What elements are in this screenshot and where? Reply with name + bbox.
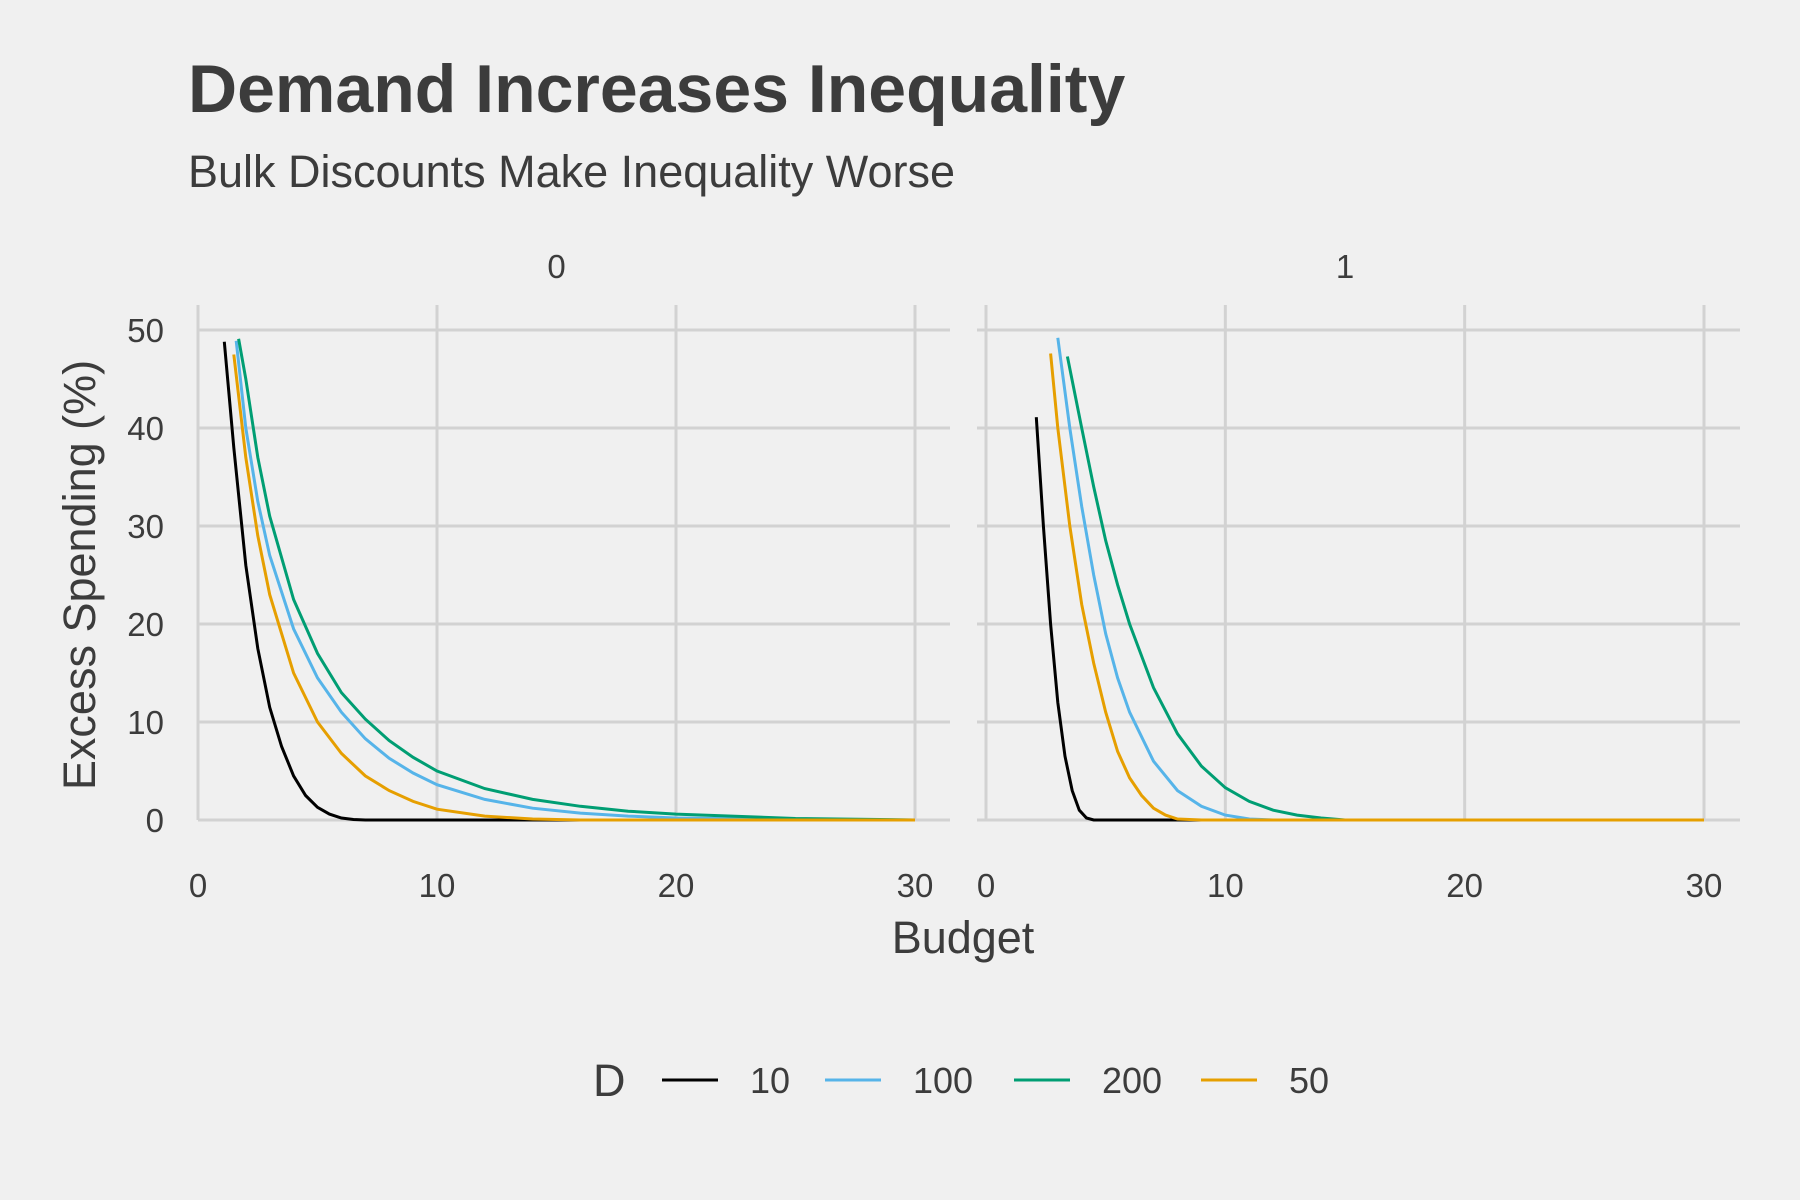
y-tick-label: 10: [127, 704, 164, 741]
legend: D 10 100 200 50: [593, 1055, 1329, 1106]
facet-label-0: 0: [547, 248, 565, 285]
y-tick-label: 0: [146, 802, 164, 839]
y-tick-label: 30: [127, 508, 164, 545]
y-tick-label: 50: [127, 312, 164, 349]
series-line-50: [232, 354, 915, 822]
legend-label-100: 100: [913, 1060, 973, 1101]
chart-subtitle: Bulk Discounts Make Inequality Worse: [188, 146, 955, 197]
series-line-200: [1065, 356, 1704, 822]
legend-label-50: 50: [1289, 1060, 1329, 1101]
legend-label-200: 200: [1102, 1060, 1162, 1101]
x-tick-label: 20: [1446, 867, 1483, 904]
x-tick-label: 10: [419, 867, 456, 904]
series-line-50: [1049, 353, 1704, 822]
facet-label-1: 1: [1336, 248, 1354, 285]
y-tick-label: 40: [127, 410, 164, 447]
legend-title: D: [593, 1055, 626, 1106]
series-line-200: [237, 338, 916, 822]
x-axis-title: Budget: [892, 912, 1035, 963]
y-tick-label: 20: [127, 606, 164, 643]
series-line-10: [1034, 417, 1704, 822]
x-tick-label: 10: [1207, 867, 1244, 904]
x-tick-label: 30: [1686, 867, 1723, 904]
x-tick-label: 20: [658, 867, 695, 904]
facet-panel-1: 10 10 20 30: [977, 248, 1740, 904]
chart-title: Demand Increases Inequality: [188, 51, 1125, 127]
series-line-100: [234, 340, 916, 822]
x-tick-label: 30: [897, 867, 934, 904]
series-line-10: [222, 341, 915, 822]
legend-label-10: 10: [750, 1060, 790, 1101]
series-line-100: [1056, 337, 1704, 822]
y-axis-title: Excess Spending (%): [54, 360, 105, 790]
x-tick-label: 0: [189, 867, 207, 904]
x-tick-label: 0: [977, 867, 995, 904]
